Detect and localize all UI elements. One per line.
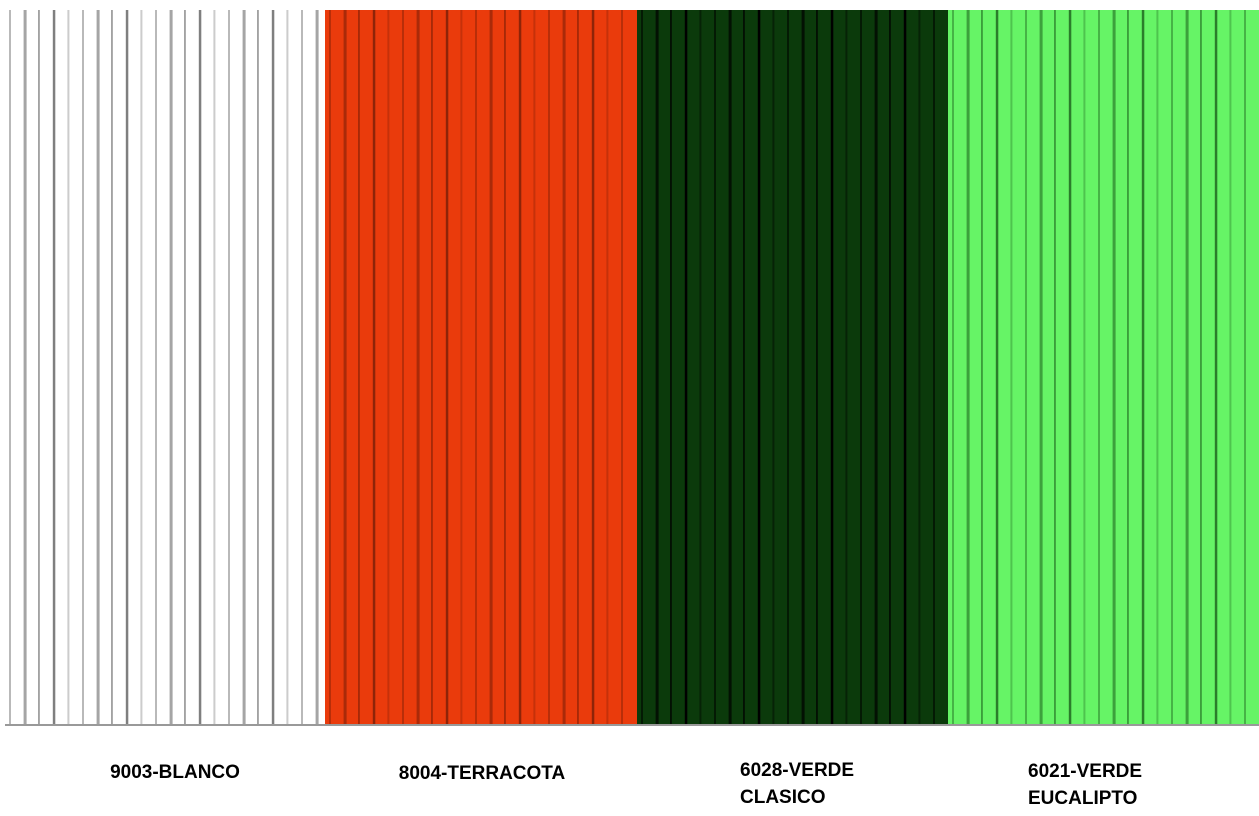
stripe <box>641 10 643 725</box>
stripe <box>1229 10 1232 725</box>
stripe <box>1171 10 1173 725</box>
stripe <box>816 10 818 725</box>
stripe <box>518 10 522 725</box>
stripe <box>699 10 702 725</box>
stripe <box>402 10 404 725</box>
stripe <box>981 10 983 725</box>
stripe <box>1185 10 1189 725</box>
stripe <box>772 10 775 725</box>
stripe <box>918 10 921 725</box>
swatch-panel <box>637 10 948 725</box>
stripe <box>111 10 113 725</box>
swatch-panel <box>325 10 637 725</box>
stripe <box>655 10 659 725</box>
stripe <box>286 10 289 725</box>
stripe <box>504 10 506 725</box>
stripe <box>1127 10 1129 725</box>
stripe <box>155 10 157 725</box>
stripe <box>621 10 623 725</box>
stripe <box>460 10 463 725</box>
stripe <box>1141 10 1145 725</box>
stripe <box>271 10 275 725</box>
swatch-label: 6021-VERDE EUCALIPTO <box>1028 761 1143 809</box>
stripe <box>801 10 805 725</box>
stripe <box>1068 10 1072 725</box>
stripe <box>889 10 891 725</box>
stripe <box>1244 10 1246 725</box>
stripe <box>23 10 27 725</box>
stripe <box>533 10 536 725</box>
stripe <box>787 10 789 725</box>
stripe <box>1156 10 1159 725</box>
stripe <box>1010 10 1013 725</box>
stripe <box>1112 10 1116 725</box>
swatch-panel <box>948 10 1259 725</box>
stripe <box>358 10 360 725</box>
stripe <box>874 10 878 725</box>
stripe <box>995 10 999 725</box>
stripe <box>431 10 433 725</box>
stripe <box>743 10 745 725</box>
stripe <box>67 10 70 725</box>
stripe <box>96 10 100 725</box>
stripe <box>38 10 40 725</box>
stripe <box>213 10 216 725</box>
stripe <box>242 10 246 725</box>
stripe <box>606 10 609 725</box>
stripe <box>1200 10 1202 725</box>
stripe <box>903 10 907 725</box>
stripe <box>577 10 579 725</box>
stripe <box>372 10 376 725</box>
stripe <box>169 10 173 725</box>
stripe <box>1025 10 1027 725</box>
stripe <box>562 10 566 725</box>
stripe <box>591 10 595 725</box>
stripe <box>315 10 319 725</box>
stripe <box>670 10 672 725</box>
stripe <box>845 10 848 725</box>
stripe <box>82 10 84 725</box>
stripe <box>184 10 186 725</box>
stripe <box>830 10 834 725</box>
stripe <box>757 10 761 725</box>
stripe <box>714 10 716 725</box>
stripe <box>548 10 550 725</box>
swatch-label: 9003-BLANCO <box>110 762 240 783</box>
stripe <box>9 10 11 725</box>
stripe <box>1098 10 1100 725</box>
stripe <box>860 10 862 725</box>
stripe <box>140 10 143 725</box>
stripe <box>329 10 331 725</box>
stripe <box>684 10 688 725</box>
stripe <box>1083 10 1086 725</box>
stripe <box>933 10 935 725</box>
stripe <box>475 10 477 725</box>
swatch-panels <box>5 10 1259 726</box>
stripe <box>387 10 390 725</box>
stripe <box>728 10 732 725</box>
stripe <box>416 10 420 725</box>
stripe <box>1039 10 1043 725</box>
stripe <box>489 10 493 725</box>
stripe <box>966 10 970 725</box>
stripe <box>228 10 230 725</box>
stripe <box>1054 10 1056 725</box>
stripe <box>343 10 347 725</box>
stripe <box>198 10 202 725</box>
stripe <box>1214 10 1218 725</box>
swatch-label: 8004-TERRACOTA <box>398 763 566 784</box>
swatch-panel <box>5 10 325 725</box>
stripe <box>52 10 56 725</box>
stripe <box>952 10 954 725</box>
swatch-label: 6028-VERDE CLASICO <box>740 760 855 808</box>
stripe <box>445 10 449 725</box>
stripe <box>125 10 129 725</box>
stripe <box>257 10 259 725</box>
stripe <box>301 10 303 725</box>
